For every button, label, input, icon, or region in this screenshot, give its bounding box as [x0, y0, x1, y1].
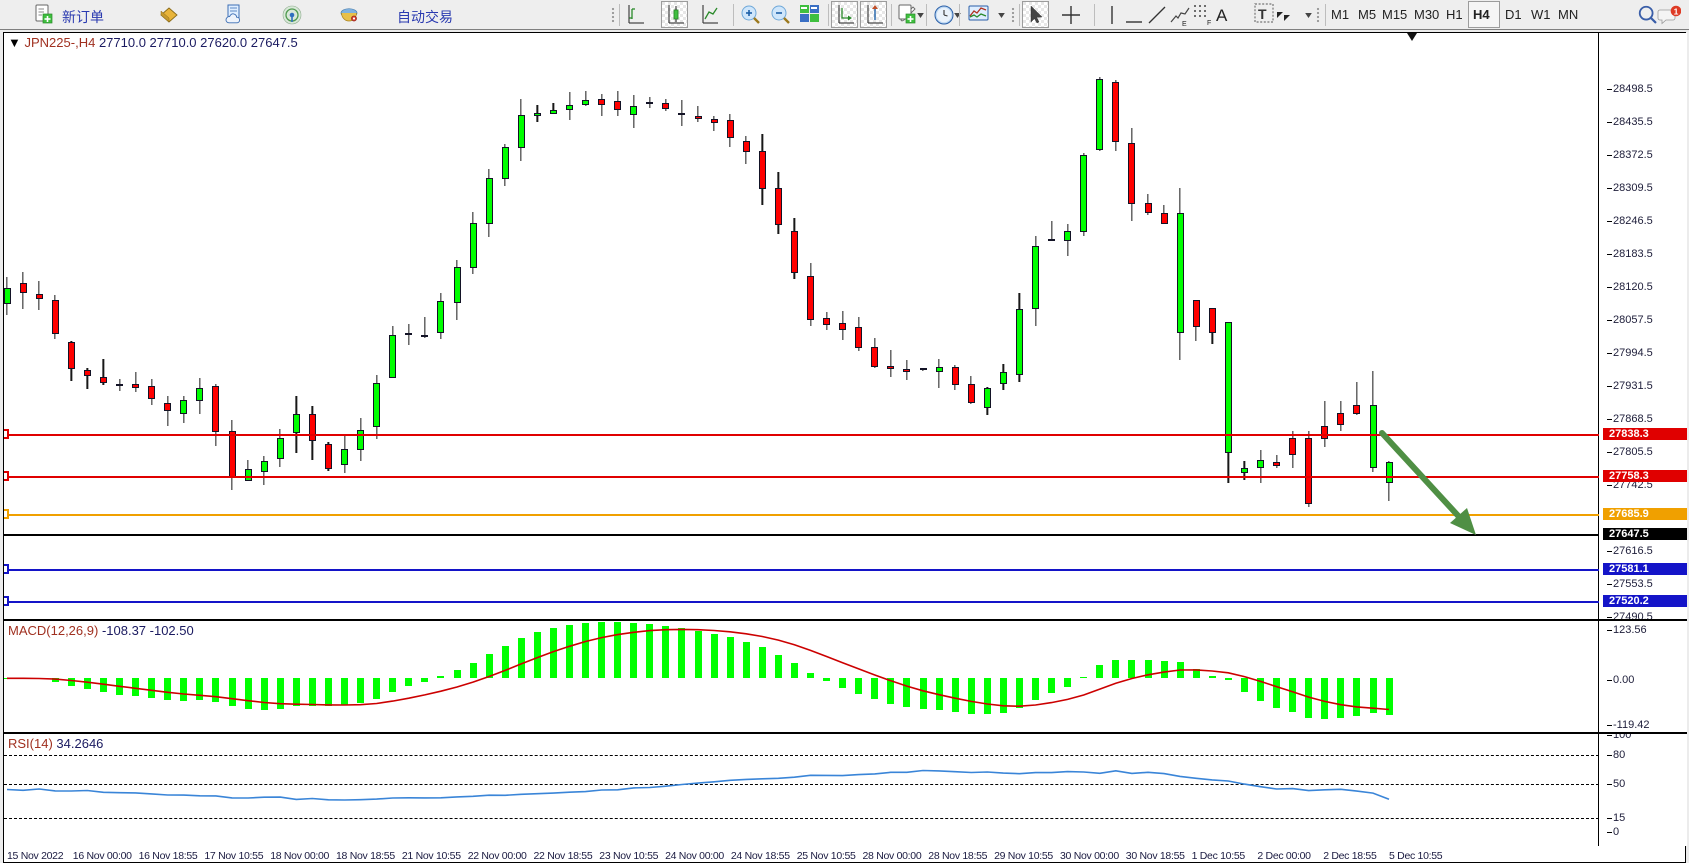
svg-text:E: E [1182, 21, 1187, 27]
svg-text:1: 1 [1674, 6, 1679, 16]
svg-text:F: F [1207, 20, 1211, 27]
svg-text:T: T [1258, 6, 1267, 22]
